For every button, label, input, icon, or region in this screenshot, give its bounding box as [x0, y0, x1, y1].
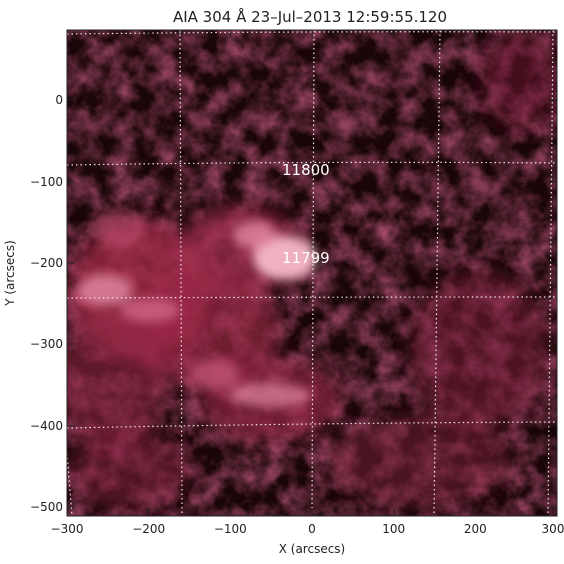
bright-plage-cores: [77, 212, 317, 407]
x-tick-label: 200: [464, 522, 487, 536]
active-region-label: 11799: [282, 249, 330, 267]
x-tick-label: −200: [132, 522, 165, 536]
x-tick-label: 100: [382, 522, 405, 536]
y-tick-label: −500: [30, 500, 63, 514]
y-tick-label: 0: [55, 93, 63, 107]
x-tick-label: −100: [214, 522, 247, 536]
x-tick-label: 300: [542, 522, 564, 536]
x-tick-labels: −300 −200 −100 0 100 200 300: [51, 522, 564, 536]
x-tick-label: 0: [308, 522, 316, 536]
solar-map: [67, 30, 557, 516]
y-tick-label: −400: [30, 419, 63, 433]
y-tick-labels: 0 −100 −200 −300 −400 −500: [30, 93, 63, 514]
y-axis-label: Y (arcsecs): [3, 240, 17, 307]
tick-marks: [66, 30, 558, 516]
heliographic-grid: [67, 30, 557, 516]
x-axis-label: X (arcsecs): [279, 542, 346, 556]
active-region-label: 11800: [282, 161, 330, 179]
y-tick-label: −100: [30, 175, 63, 189]
y-tick-label: −200: [30, 256, 63, 270]
figure-title: AIA 304 Å 23–Jul–2013 12:59:55.120: [173, 7, 447, 26]
y-tick-label: −300: [30, 337, 63, 351]
x-tick-label: −300: [51, 522, 84, 536]
